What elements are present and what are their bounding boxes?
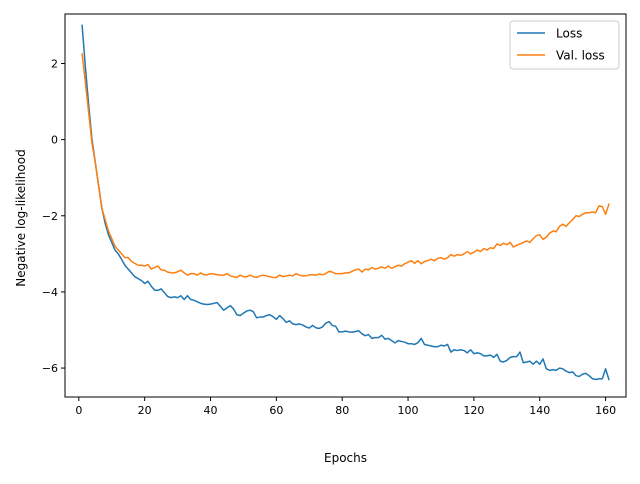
axes-frame (64, 13, 627, 398)
axes-background (65, 14, 626, 397)
x-tick-label: 20 (138, 404, 152, 417)
y-tick-label: 0 (51, 134, 58, 147)
plot-area: 0 20 40 60 80 100 120 140 160 20−2−4−6 (42, 13, 627, 417)
y-tick-label: 2 (51, 57, 58, 70)
y-axis-label: Negative log-likelihood (14, 149, 28, 286)
y-tick-label: −2 (42, 210, 58, 223)
x-tick-label: 0 (75, 404, 82, 417)
x-tick-label: 140 (529, 404, 550, 417)
y-ticks: 2 0 −2 −4 −6 (42, 57, 65, 375)
series-line-loss (81, 24, 610, 381)
series-line-val-loss (81, 53, 610, 279)
x-tick-label: 100 (398, 404, 419, 417)
x-tick-label: 40 (204, 404, 218, 417)
y-tick-label: −4 (42, 286, 58, 299)
y-tick-label: −6 (42, 362, 58, 375)
x-tick-label: 80 (335, 404, 349, 417)
x-tick-label: 120 (463, 404, 484, 417)
legend-label-loss: Loss (556, 27, 582, 41)
x-ticks: 0 20 40 60 80 100 120 140 160 (75, 397, 616, 417)
x-tick-label: 160 (595, 404, 616, 417)
x-axis-label: Epochs (324, 451, 367, 465)
legend-label-val-loss: Val. loss (556, 49, 605, 63)
series-layer (81, 24, 610, 381)
legend: Loss Val. loss (509, 20, 620, 70)
x-tick-label: 60 (269, 404, 283, 417)
